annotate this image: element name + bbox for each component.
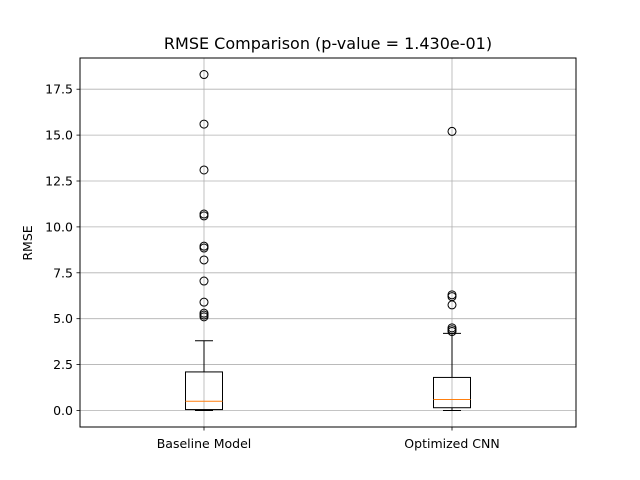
outlier-point — [199, 165, 209, 175]
outlier-point — [199, 312, 209, 322]
y-tick-label: 10.0 — [45, 219, 73, 234]
y-tick-label: 0.0 — [53, 403, 73, 418]
outlier-point — [199, 119, 209, 129]
y-tick-label: 7.5 — [53, 265, 73, 280]
outlier-point — [199, 255, 209, 265]
grid-lines — [80, 58, 576, 427]
y-axis-label: RMSE — [20, 225, 35, 260]
x-tick-label: Optimized CNN — [404, 436, 499, 451]
boxes — [185, 70, 471, 411]
outlier-point — [199, 70, 209, 80]
y-tick-label: 5.0 — [53, 311, 73, 326]
y-tick-label: 2.5 — [53, 357, 73, 372]
plot-frame — [79, 57, 577, 428]
box-group — [185, 70, 223, 411]
outlier-point — [447, 327, 457, 337]
iqr-box — [433, 376, 471, 409]
axes: 0.0 2.5 5.0 7.5 10.0 12.5 15.0 17.5 Baseline Mod… — [45, 82, 500, 451]
box-group — [433, 126, 471, 411]
chart-title: RMSE Comparison (p-value = 1.430e-01) — [164, 34, 492, 53]
outlier-point — [447, 300, 457, 310]
outlier-point — [199, 297, 209, 307]
iqr-box — [185, 371, 223, 411]
y-tick-label: 17.5 — [45, 82, 73, 97]
outlier-point — [199, 243, 209, 253]
x-tick-label: Baseline Model — [157, 436, 252, 451]
y-tick-label: 15.0 — [45, 128, 73, 143]
outlier-point — [199, 276, 209, 286]
y-tick-label: 12.5 — [45, 174, 73, 189]
outlier-point — [199, 211, 209, 221]
outlier-point — [447, 126, 457, 136]
